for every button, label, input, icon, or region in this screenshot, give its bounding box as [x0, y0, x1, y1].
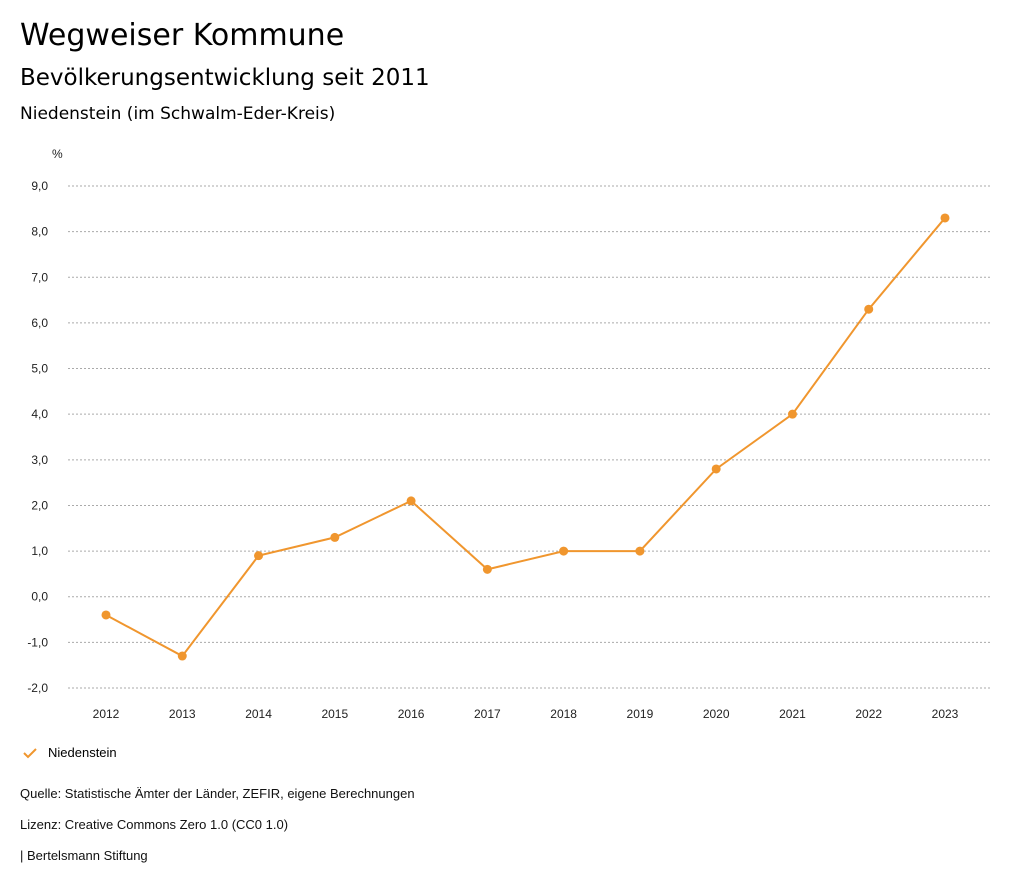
y-tick-label: 2,0: [31, 498, 48, 512]
page-title: Wegweiser Kommune: [20, 18, 345, 53]
data-point: [330, 532, 340, 542]
data-point: [711, 464, 721, 474]
license-note: Lizenz: Creative Commons Zero 1.0 (CC0 1…: [20, 817, 289, 832]
x-tick-label: 2012: [93, 707, 120, 721]
data-point: [559, 546, 569, 556]
x-tick-label: 2022: [855, 707, 882, 721]
x-tick-label: 2016: [398, 707, 425, 721]
y-tick-label: 4,0: [31, 407, 48, 421]
data-point: [406, 496, 416, 506]
data-point: [101, 610, 111, 620]
y-tick-label: 0,0: [31, 590, 48, 604]
region-label: Niedenstein (im Schwalm-Eder-Kreis): [20, 104, 336, 124]
y-axis-unit: %: [52, 147, 63, 161]
y-tick-label: 3,0: [31, 453, 48, 467]
x-tick-label: 2015: [321, 707, 348, 721]
x-tick-label: 2023: [932, 707, 959, 721]
y-tick-label: 8,0: [31, 225, 48, 239]
y-tick-label: 5,0: [31, 362, 48, 376]
x-tick-label: 2021: [779, 707, 806, 721]
data-point: [482, 564, 492, 574]
data-point: [177, 651, 187, 661]
y-tick-label: -1,0: [27, 635, 48, 649]
data-point: [635, 546, 645, 556]
series-line-niedenstein: [105, 217, 946, 658]
legend-item-niedenstein[interactable]: Niedenstein: [22, 745, 117, 760]
source-note: Quelle: Statistische Ämter der Länder, Z…: [20, 786, 415, 801]
data-point: [254, 551, 264, 561]
y-tick-label: 6,0: [31, 316, 48, 330]
chart-subtitle: Bevölkerungsentwicklung seit 2011: [20, 65, 430, 91]
x-tick-label: 2013: [169, 707, 196, 721]
x-tick-label: 2014: [245, 707, 272, 721]
data-point: [940, 213, 950, 223]
check-icon: [23, 747, 37, 758]
y-tick-label: 7,0: [31, 270, 48, 284]
x-tick-label: 2017: [474, 707, 501, 721]
y-tick-label: 9,0: [31, 179, 48, 193]
x-tick-label: 2019: [627, 707, 654, 721]
data-point: [787, 409, 797, 419]
x-tick-label: 2020: [703, 707, 730, 721]
data-point: [864, 304, 874, 314]
y-tick-label: 1,0: [31, 544, 48, 558]
x-tick-label: 2018: [550, 707, 577, 721]
y-tick-label: -2,0: [27, 681, 48, 695]
line-chart: % 9,0 8,0 7,0 6,0 5,0 4,0 3,0 2,0 1,0 0,0 -1,0 -2,0…: [27, 147, 990, 721]
legend-label: Niedenstein: [48, 745, 117, 760]
publisher-note: | Bertelsmann Stiftung: [20, 848, 148, 863]
